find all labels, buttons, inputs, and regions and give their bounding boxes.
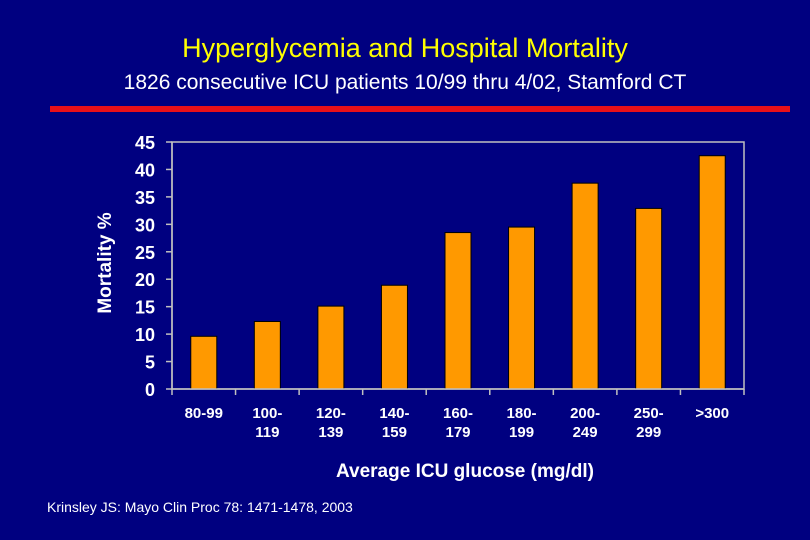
bar bbox=[571, 182, 599, 390]
x-tick-label: 180- 199 bbox=[507, 405, 537, 441]
chart-subtitle: 1826 consecutive ICU patients 10/99 thru… bbox=[123, 71, 687, 94]
y-tick-label: 40 bbox=[135, 160, 155, 180]
x-tick-label-line: 249 bbox=[573, 424, 598, 441]
bar bbox=[380, 284, 408, 390]
bar bbox=[508, 226, 536, 390]
x-tick-label-line: 199 bbox=[509, 424, 534, 441]
bar bbox=[253, 320, 281, 390]
citation-text: Krinsley JS: Mayo Clin Proc 78: 1471-147… bbox=[47, 499, 353, 515]
x-tick-label-line: 160- bbox=[443, 405, 473, 422]
y-tick-label: 45 bbox=[135, 133, 155, 153]
x-tick-label: 140- 159 bbox=[379, 405, 409, 441]
x-tick-label: 200- 249 bbox=[570, 405, 600, 441]
x-tick-label: 250- 299 bbox=[634, 405, 664, 441]
x-axis-group: 80-99 100- 119 120- 139 140- 159 160- 179 180- 199… bbox=[171, 388, 745, 441]
x-tick-label-line: 139 bbox=[318, 424, 343, 441]
x-tick-label-line: 180- bbox=[507, 405, 537, 422]
x-tick-label: >300 bbox=[695, 405, 729, 422]
bar bbox=[444, 232, 472, 390]
bar bbox=[635, 207, 663, 390]
x-tick-label: 80-99 bbox=[185, 405, 223, 422]
red-divider-rule bbox=[50, 106, 790, 112]
bars-group bbox=[190, 155, 726, 390]
x-tick-label: 100- 119 bbox=[252, 405, 282, 441]
x-tick-label-line: 140- bbox=[379, 405, 409, 422]
y-tick-label: 20 bbox=[135, 270, 155, 290]
bar bbox=[698, 155, 726, 390]
bar bbox=[317, 305, 345, 390]
x-tick-label-line: 250- bbox=[634, 405, 664, 422]
bar bbox=[190, 335, 218, 390]
x-tick-label: 160- 179 bbox=[443, 405, 473, 441]
y-axis-group: 0 5 10 15 20 25 30 35 40 45 bbox=[135, 133, 173, 400]
x-axis-title: Average ICU glucose (mg/dl) bbox=[336, 461, 594, 482]
x-tick-label-line: >300 bbox=[695, 405, 729, 422]
y-tick-label: 0 bbox=[145, 380, 155, 400]
y-tick-label: 15 bbox=[135, 298, 155, 318]
y-tick-label: 30 bbox=[135, 215, 155, 235]
x-tick-label-line: 200- bbox=[570, 405, 600, 422]
y-tick-label: 5 bbox=[145, 353, 155, 373]
x-tick-label-line: 159 bbox=[382, 424, 407, 441]
chart-title: Hyperglycemia and Hospital Mortality bbox=[182, 33, 628, 63]
x-tick-label-line: 119 bbox=[255, 424, 279, 441]
y-tick-label: 35 bbox=[135, 188, 155, 208]
x-tick-label-line: 100- bbox=[252, 405, 282, 422]
y-tick-label: 25 bbox=[135, 243, 155, 263]
y-axis-title: Mortality % bbox=[95, 212, 116, 313]
x-tick-label-line: 299 bbox=[636, 424, 661, 441]
x-tick-label-line: 120- bbox=[316, 405, 346, 422]
x-tick-label: 120- 139 bbox=[316, 405, 346, 441]
x-tick-label-line: 179 bbox=[445, 424, 470, 441]
x-tick-label-line: 80-99 bbox=[185, 405, 223, 422]
y-tick-label: 10 bbox=[135, 325, 155, 345]
